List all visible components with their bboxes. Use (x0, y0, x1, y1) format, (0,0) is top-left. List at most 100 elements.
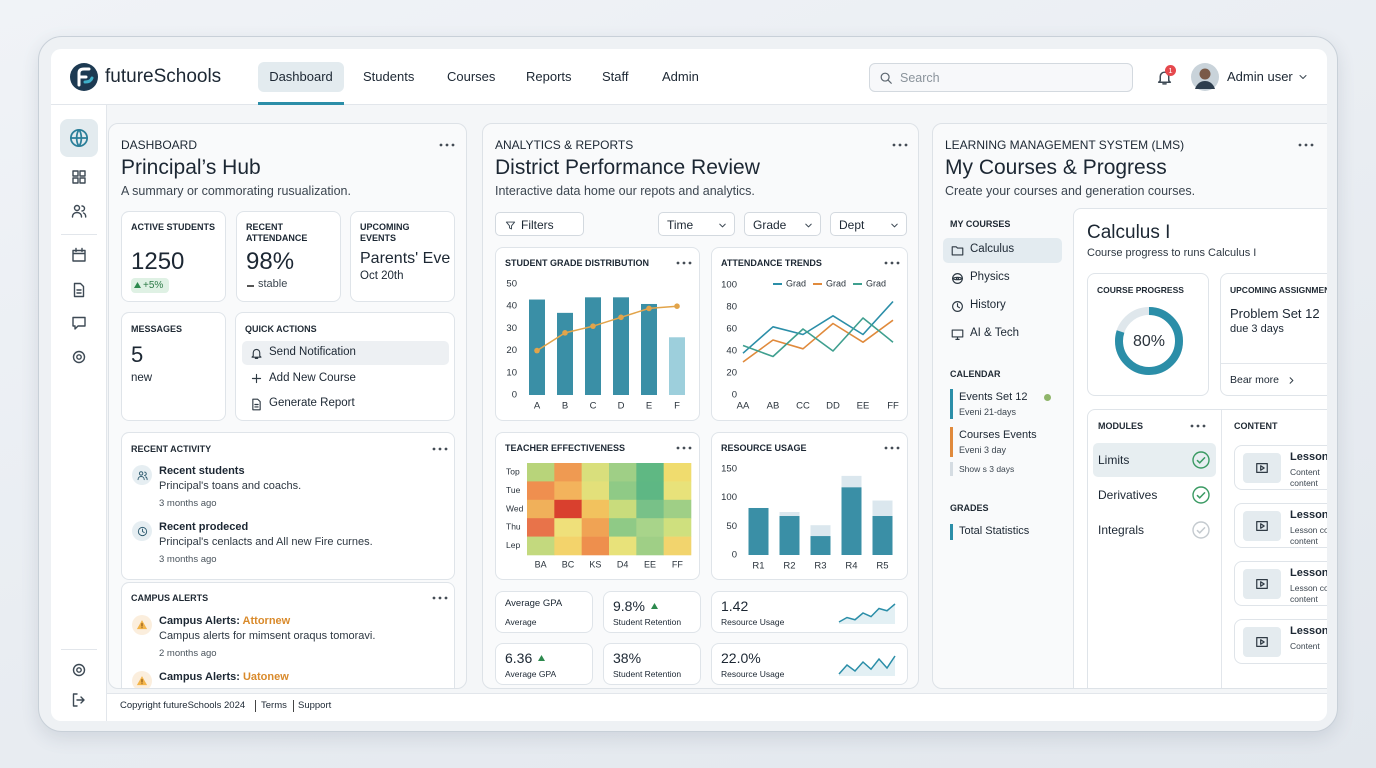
more-dot (432, 447, 436, 451)
more-dot (682, 261, 686, 265)
stat-note: new (131, 372, 153, 385)
sparkline-line (838, 603, 896, 623)
tab[interactable]: Admin (662, 69, 699, 85)
more-menu[interactable] (676, 446, 692, 450)
more-menu[interactable] (432, 596, 448, 600)
content-line: content (1290, 477, 1318, 488)
stat-value: 1250 (131, 247, 185, 275)
more-menu[interactable] (432, 447, 448, 451)
module-name[interactable]: Derivatives (1098, 487, 1158, 502)
module-name[interactable]: Limits (1098, 452, 1130, 467)
icon[interactable] (71, 315, 87, 331)
icon-stroke (251, 398, 261, 410)
heat-cell (663, 536, 692, 556)
kpi-value-row: Average GPA (505, 598, 562, 609)
course-item[interactable]: AI & Tech (970, 327, 1020, 340)
icon-stroke (804, 223, 812, 227)
icon (951, 300, 963, 312)
more-dot (890, 446, 894, 450)
dropdown[interactable]: Time (658, 212, 735, 236)
course-item[interactable]: Physics (970, 271, 1010, 284)
icon[interactable] (71, 349, 87, 365)
quick-action[interactable]: Generate Report (269, 397, 355, 410)
alert-title: Campus Alerts: Attornew (159, 615, 290, 628)
search-box[interactable]: Search (869, 63, 1133, 92)
dropdown-label: Time (667, 217, 694, 232)
tab[interactable]: Courses (447, 69, 496, 85)
tab-active[interactable]: Dashboard (258, 62, 344, 92)
footer: Copyright futureSchools 2024 Terms Support (107, 693, 1327, 721)
icon (251, 373, 261, 384)
x-tick-label: C (590, 401, 597, 412)
footer-link[interactable]: Terms (261, 700, 287, 712)
more-menu[interactable] (1190, 424, 1206, 428)
thumb (1243, 511, 1281, 541)
section-label: RECENT ACTIVITY (131, 443, 212, 454)
module-name[interactable]: Integrals (1098, 522, 1145, 537)
heat-cell (527, 536, 555, 556)
icon (251, 398, 261, 410)
icon[interactable] (69, 128, 89, 148)
footer-link[interactable]: Support (298, 700, 332, 712)
chart-title: RESOURCE USAGE (721, 442, 807, 453)
grade-item[interactable]: Total Statistics (959, 525, 1030, 538)
dropdown-label: Dept (839, 217, 865, 232)
more-menu[interactable] (439, 143, 455, 147)
icon[interactable] (71, 692, 87, 708)
course-item[interactable]: Calculus (970, 243, 1015, 256)
more-menu[interactable] (892, 143, 908, 147)
icon-stroke (718, 223, 726, 227)
user-name[interactable]: Admin user (1227, 69, 1293, 85)
alert-text: Campus alerts for mimsent oraqus tomorav… (159, 630, 376, 643)
icon-stroke (1260, 523, 1265, 529)
quick-action[interactable]: Send Notification (269, 346, 356, 359)
x-tick-label: EE (857, 401, 870, 412)
content-title: Lesson (1290, 509, 1327, 522)
more-menu[interactable] (884, 261, 900, 265)
quick-action[interactable]: Add New Course (269, 371, 356, 384)
x-tick-label: E (646, 401, 652, 412)
tab[interactable]: Staff (602, 69, 629, 85)
heat-cell (527, 518, 555, 537)
stat-value: 5 (131, 341, 144, 367)
more-menu[interactable] (884, 446, 900, 450)
module-check (1192, 486, 1210, 504)
check-mark (1196, 456, 1206, 464)
content-title: Lesson (1290, 567, 1327, 580)
course-item[interactable]: History (970, 299, 1006, 312)
resource-chart: 0 50 100 150 R1 R2 R3 R4 R5 (721, 464, 893, 572)
filters-button[interactable]: Filters (495, 212, 584, 236)
icon[interactable] (71, 662, 87, 678)
more-link[interactable]: Bear more (1230, 373, 1280, 386)
bar (613, 297, 629, 395)
more-menu[interactable] (1298, 143, 1314, 147)
icon (1256, 521, 1268, 531)
section-label: CONTENT (1234, 420, 1278, 431)
avatar (1191, 63, 1219, 91)
icon[interactable] (71, 282, 87, 298)
stat-value: Parents' Eve (360, 250, 451, 268)
logo (70, 63, 98, 91)
more-menu[interactable] (676, 261, 692, 265)
stat-note: +5% (143, 280, 164, 291)
icon[interactable] (71, 203, 87, 219)
section-label: MY COURSES (950, 218, 1011, 229)
panel: LEARNING MANAGEMENT SYSTEM (LMS) My Cours… (932, 123, 1327, 689)
legend-label: Grad (786, 278, 806, 288)
bar (872, 516, 893, 555)
stat-card: RECENT ATTENDANCE 98% stable (236, 211, 341, 302)
alert-time: 2 months ago (159, 648, 217, 660)
icon (1256, 637, 1268, 647)
dropdown[interactable]: Dept (830, 212, 907, 236)
dropdown[interactable]: Grade (744, 212, 821, 236)
y-tick-label: 10 (506, 367, 517, 378)
icon[interactable] (71, 169, 87, 185)
activity-card: RECENT ACTIVITY Recent students Principal'… (121, 432, 455, 580)
tab[interactable]: Students (363, 69, 415, 85)
heat-cell (609, 463, 637, 482)
tab[interactable]: Reports (526, 69, 572, 85)
event-bar (950, 427, 953, 457)
heat-cell (636, 499, 664, 519)
icon[interactable] (71, 247, 87, 263)
series-line (742, 317, 894, 358)
